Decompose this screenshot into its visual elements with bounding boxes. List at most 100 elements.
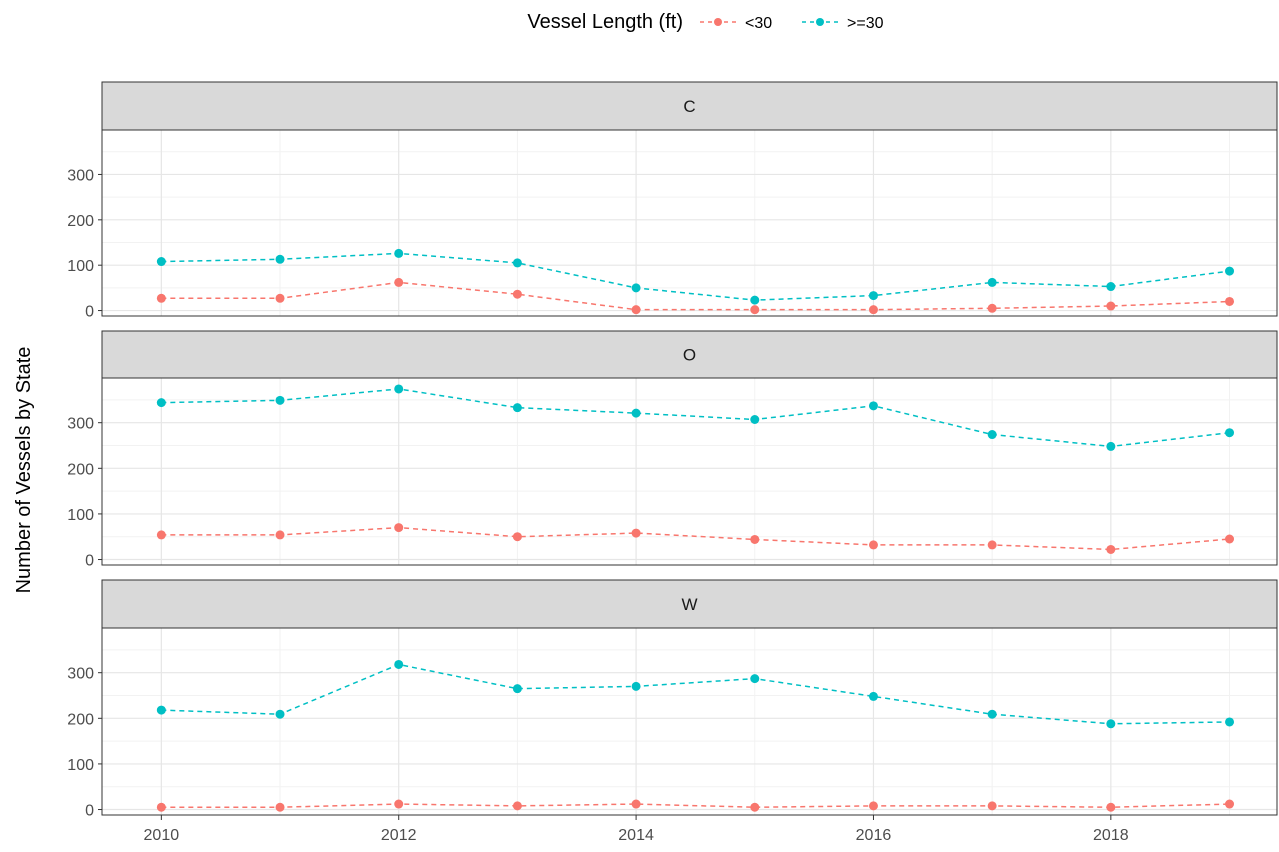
data-point <box>275 395 285 405</box>
panel-border-O <box>101 377 1278 566</box>
legend-label-0: <30 <box>745 15 772 32</box>
data-point <box>512 684 522 694</box>
panel-border-W <box>101 627 1278 816</box>
data-point <box>394 799 404 809</box>
data-point <box>275 709 285 719</box>
gridlines-O <box>102 378 1277 565</box>
data-point <box>750 305 760 315</box>
data-point <box>1225 717 1235 727</box>
y-tick-label: 200 <box>67 711 94 728</box>
legend-item-1: >=30 <box>802 15 884 32</box>
data-point <box>275 802 285 812</box>
strip-O <box>101 330 1278 379</box>
data-point <box>987 540 997 550</box>
data-point <box>512 532 522 542</box>
data-point <box>868 691 878 701</box>
plot-area-C <box>102 130 1277 316</box>
series-W-lt30 <box>156 799 1235 812</box>
y-tick-label: 0 <box>85 803 94 820</box>
x-tick-label: 2010 <box>144 827 180 844</box>
y-tick-label: 100 <box>67 258 94 275</box>
gridlines-W <box>102 628 1277 815</box>
legend-marker-0 <box>714 18 722 26</box>
data-point <box>1225 428 1235 438</box>
y-tick-label: 100 <box>67 507 94 524</box>
data-point <box>156 398 166 408</box>
data-point <box>394 523 404 533</box>
data-point <box>868 401 878 411</box>
data-point <box>156 293 166 303</box>
data-point <box>987 709 997 719</box>
data-point <box>512 289 522 299</box>
strip-label-W: W <box>681 595 697 614</box>
y-tick-label: 300 <box>67 167 94 184</box>
data-point <box>1225 296 1235 306</box>
data-point <box>275 530 285 540</box>
series-C-gte30 <box>156 248 1235 305</box>
data-point <box>750 534 760 544</box>
data-point <box>1225 799 1235 809</box>
data-point <box>512 258 522 268</box>
data-point <box>987 303 997 313</box>
y-tick-label: 300 <box>67 666 94 683</box>
x-tick-label: 2016 <box>856 827 892 844</box>
data-point <box>750 802 760 812</box>
data-point <box>1106 441 1116 451</box>
data-point <box>750 674 760 684</box>
data-point <box>631 283 641 293</box>
data-point <box>394 659 404 669</box>
data-point <box>275 293 285 303</box>
data-point <box>987 430 997 440</box>
y-tick-label: 200 <box>67 213 94 230</box>
y-axis-title: Number of Vessels by State <box>13 347 35 594</box>
series-line <box>161 803 1230 808</box>
data-point <box>987 277 997 287</box>
data-point <box>1225 534 1235 544</box>
data-point <box>631 528 641 538</box>
data-point <box>750 415 760 425</box>
data-point <box>1106 301 1116 311</box>
data-point <box>1225 266 1235 276</box>
data-point <box>156 705 166 715</box>
series-line <box>161 663 1230 725</box>
data-point <box>156 802 166 812</box>
data-point <box>631 681 641 691</box>
y-tick-label: 100 <box>67 757 94 774</box>
x-axis: 2010 2012 2014 2016 2018 <box>144 815 1129 844</box>
data-point <box>275 254 285 264</box>
data-point <box>1106 544 1116 554</box>
data-point <box>868 540 878 550</box>
y-tick-label: 0 <box>85 304 94 321</box>
data-point <box>631 799 641 809</box>
panel-border-C <box>101 129 1278 317</box>
series-O-lt30 <box>156 523 1235 554</box>
data-point <box>868 305 878 315</box>
data-point <box>1106 802 1116 812</box>
data-point <box>987 801 997 811</box>
data-point <box>512 801 522 811</box>
panel-W: W 0 100 200 300 <box>67 579 1278 820</box>
legend-item-0: <30 <box>700 15 772 32</box>
series-line <box>161 281 1230 311</box>
data-point <box>156 530 166 540</box>
data-point <box>631 305 641 315</box>
panel-C: C 0 100 200 300 <box>67 81 1278 321</box>
data-point <box>868 291 878 301</box>
data-point <box>394 248 404 258</box>
legend: Vessel Length (ft) <30 >=30 <box>527 11 883 33</box>
series-line <box>161 526 1230 551</box>
series-O-gte30 <box>156 384 1235 451</box>
legend-marker-1 <box>816 18 824 26</box>
strip-label-C: C <box>683 97 695 116</box>
series-W-gte30 <box>156 659 1235 729</box>
data-point <box>750 295 760 305</box>
legend-label-1: >=30 <box>847 15 884 32</box>
series-line <box>161 252 1230 301</box>
x-tick-label: 2018 <box>1093 827 1129 844</box>
y-tick-label: 300 <box>67 416 94 433</box>
data-point <box>394 277 404 287</box>
legend-title: Vessel Length (ft) <box>527 11 683 33</box>
x-tick-label: 2012 <box>381 827 417 844</box>
strip-W <box>101 579 1278 629</box>
